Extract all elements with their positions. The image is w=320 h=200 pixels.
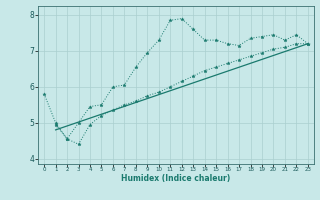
X-axis label: Humidex (Indice chaleur): Humidex (Indice chaleur): [121, 174, 231, 183]
